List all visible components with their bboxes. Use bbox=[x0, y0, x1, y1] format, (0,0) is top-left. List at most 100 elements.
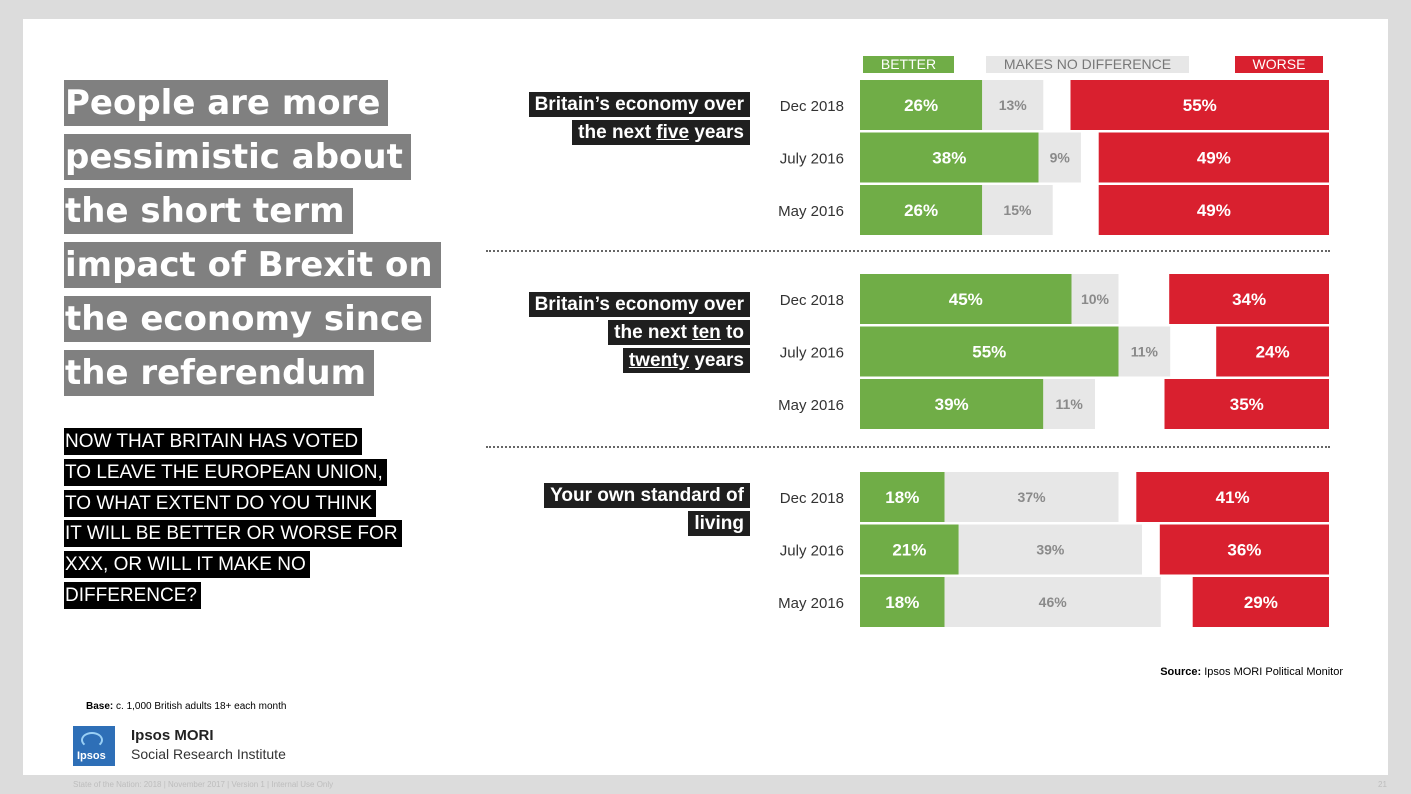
logo-name: Ipsos MORI bbox=[131, 727, 214, 744]
bar-label-worse: 29% bbox=[1244, 593, 1278, 612]
bar-better bbox=[860, 577, 945, 627]
group-label-line: Your own standard of bbox=[544, 483, 750, 508]
bar-no-difference bbox=[982, 185, 1053, 235]
legend-no-difference: MAKES NO DIFFERENCE bbox=[986, 56, 1189, 73]
bar-label-no-difference: 13% bbox=[999, 97, 1028, 113]
question-line: TO LEAVE THE EUROPEAN UNION, bbox=[64, 458, 387, 486]
bar-better bbox=[860, 524, 959, 575]
bar-label-no-difference: 46% bbox=[1039, 594, 1068, 610]
bar-label-worse: 41% bbox=[1216, 488, 1250, 507]
logo-swoosh-icon bbox=[81, 732, 103, 748]
bar-worse bbox=[1164, 379, 1329, 429]
bar-no-difference bbox=[1038, 132, 1081, 183]
bar-worse bbox=[1136, 472, 1329, 522]
title-line: impact of Brexit on bbox=[64, 242, 441, 288]
bar-no-difference bbox=[958, 524, 1142, 575]
question-line: DIFFERENCE? bbox=[64, 581, 201, 609]
row-label: Dec 2018 bbox=[780, 490, 844, 507]
bar-worse bbox=[1098, 185, 1329, 235]
bar-no-difference bbox=[1043, 379, 1095, 429]
bar-better bbox=[860, 472, 945, 522]
bar-label-better: 26% bbox=[904, 201, 938, 220]
group-divider bbox=[486, 446, 1330, 448]
group-divider bbox=[486, 250, 1330, 252]
group-label-standard-of-living: Your own standard of living bbox=[544, 483, 750, 539]
bar-label-no-difference: 15% bbox=[1003, 202, 1032, 218]
bar-label-better: 55% bbox=[972, 343, 1006, 362]
bar-label-worse: 36% bbox=[1227, 541, 1261, 560]
group-label-line: Britain’s economy over bbox=[528, 292, 750, 317]
bar-label-worse: 49% bbox=[1197, 201, 1231, 220]
group-label-line: the next ten to bbox=[608, 320, 750, 345]
bar-label-better: 26% bbox=[904, 96, 938, 115]
survey-question: NOW THAT BRITAIN HAS VOTED TO LEAVE THE … bbox=[64, 428, 404, 613]
bar-worse bbox=[1216, 326, 1329, 377]
bar-label-better: 18% bbox=[885, 593, 919, 612]
row-label: May 2016 bbox=[778, 397, 844, 414]
question-line: TO WHAT EXTENT DO YOU THINK bbox=[64, 489, 377, 517]
group-label-five-years: Britain’s economy over the next five yea… bbox=[528, 92, 750, 148]
bar-better bbox=[860, 326, 1119, 377]
row-label: Dec 2018 bbox=[780, 98, 844, 115]
row-label: July 2016 bbox=[780, 543, 844, 560]
base-note: Base: c. 1,000 British adults 18+ each m… bbox=[86, 701, 287, 712]
title-line: the referendum bbox=[64, 350, 375, 396]
bar-no-difference bbox=[1118, 326, 1171, 377]
bar-no-difference bbox=[1071, 274, 1119, 324]
row-label: July 2016 bbox=[780, 151, 844, 168]
row-label: Dec 2018 bbox=[780, 292, 844, 309]
page-number: 21 bbox=[1378, 780, 1387, 789]
bar-label-no-difference: 11% bbox=[1056, 396, 1084, 412]
question-line: NOW THAT BRITAIN HAS VOTED bbox=[64, 428, 363, 455]
group-label-line: the next five years bbox=[572, 120, 750, 145]
bar-no-difference bbox=[944, 577, 1161, 627]
row-label: May 2016 bbox=[778, 595, 844, 612]
group-label-line: living bbox=[688, 511, 750, 536]
bar-worse bbox=[1159, 524, 1329, 575]
title-line: the short term bbox=[64, 188, 353, 234]
bar-better bbox=[860, 274, 1072, 324]
title-line: People are more bbox=[64, 80, 389, 126]
title-line: the economy since bbox=[64, 296, 432, 342]
bar-label-worse: 49% bbox=[1197, 149, 1231, 168]
row-label: May 2016 bbox=[778, 203, 844, 220]
group-label-line: twenty years bbox=[622, 348, 750, 373]
bar-label-better: 38% bbox=[932, 149, 966, 168]
legend-better: BETTER bbox=[863, 56, 954, 73]
ipsos-logo: Ipsos bbox=[73, 726, 115, 766]
question-line: IT WILL BE BETTER OR WORSE FOR bbox=[64, 520, 402, 548]
title-line: pessimistic about bbox=[64, 134, 411, 180]
bar-label-better: 21% bbox=[892, 541, 926, 560]
question-line: XXX, OR WILL IT MAKE NO bbox=[64, 551, 310, 579]
bar-better bbox=[860, 379, 1044, 429]
legend-worse: WORSE bbox=[1235, 56, 1323, 73]
bar-worse bbox=[1192, 577, 1329, 627]
bar-label-worse: 35% bbox=[1230, 395, 1264, 414]
bar-label-better: 45% bbox=[949, 290, 983, 309]
bar-label-no-difference: 10% bbox=[1081, 291, 1110, 307]
bar-label-no-difference: 39% bbox=[1036, 542, 1065, 558]
bar-worse bbox=[1070, 80, 1329, 130]
bar-no-difference bbox=[944, 472, 1119, 522]
bar-label-worse: 55% bbox=[1183, 96, 1217, 115]
bar-label-no-difference: 11% bbox=[1131, 344, 1159, 360]
bar-worse bbox=[1098, 132, 1329, 183]
bar-better bbox=[860, 80, 983, 130]
bar-label-no-difference: 9% bbox=[1050, 150, 1071, 166]
slide-title: People are more pessimistic about the sh… bbox=[64, 80, 441, 404]
bar-label-worse: 24% bbox=[1256, 343, 1290, 362]
bar-no-difference bbox=[982, 80, 1044, 130]
row-label: July 2016 bbox=[780, 345, 844, 362]
bar-label-better: 18% bbox=[885, 488, 919, 507]
group-label-line: Britain’s economy over bbox=[528, 92, 750, 117]
bar-label-worse: 34% bbox=[1232, 290, 1266, 309]
bar-better bbox=[860, 185, 983, 235]
group-label-ten-twenty-years: Britain’s economy over the next ten to t… bbox=[528, 292, 750, 376]
footer-text: State of the Nation: 2018 | November 201… bbox=[73, 780, 334, 789]
bar-label-better: 39% bbox=[935, 395, 969, 414]
logo-box-text: Ipsos bbox=[77, 750, 106, 762]
bar-label-no-difference: 37% bbox=[1018, 489, 1047, 505]
source-note: Source: Ipsos MORI Political Monitor bbox=[1160, 666, 1343, 678]
logo-subtitle: Social Research Institute bbox=[131, 746, 286, 762]
